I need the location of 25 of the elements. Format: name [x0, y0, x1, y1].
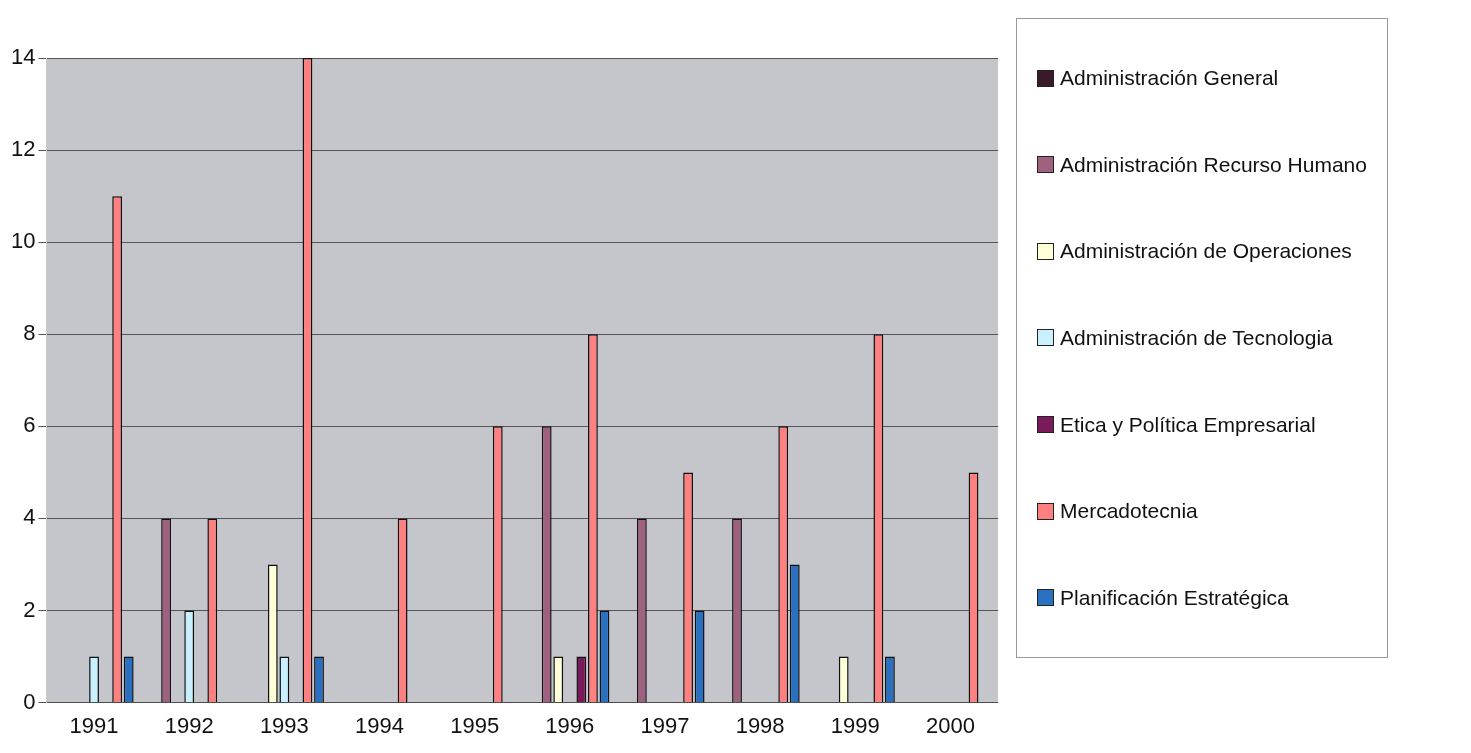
x-tick-label: 1992	[164, 712, 214, 738]
legend-label: Administración de Tecnologia	[1060, 325, 1333, 350]
legend-label: Mercadotecnia	[1060, 499, 1198, 524]
y-tick-label: 6	[23, 412, 36, 438]
x-tick-label: 1996	[545, 712, 595, 738]
x-tick-label: 1994	[355, 712, 404, 738]
y-tick-label: 0	[23, 688, 36, 714]
legend-label: Administración Recurso Humano	[1060, 152, 1367, 177]
y-tick-label: 2	[23, 596, 36, 622]
x-tick-label: 1997	[640, 712, 690, 738]
x-tick-label: 1998	[735, 712, 785, 738]
legend-label: Planificación Estratégica	[1060, 585, 1289, 610]
legend-label: Administración General	[1060, 66, 1279, 91]
legend-label: Administración de Operaciones	[1060, 239, 1352, 264]
x-tick-label: 1993	[259, 712, 309, 738]
x-tick-label: 2000	[925, 712, 975, 738]
y-tick-label: 4	[23, 504, 36, 530]
x-tick-label: 1991	[69, 712, 119, 738]
legend-label: Etica y Política Empresarial	[1060, 412, 1316, 437]
x-tick-label: 1995	[450, 712, 500, 738]
x-tick-label: 1999	[830, 712, 880, 738]
y-tick-label: 12	[10, 136, 36, 162]
y-tick-label: 8	[23, 320, 36, 346]
y-tick-label: 10	[10, 228, 36, 254]
y-tick-label: 14	[10, 44, 36, 70]
